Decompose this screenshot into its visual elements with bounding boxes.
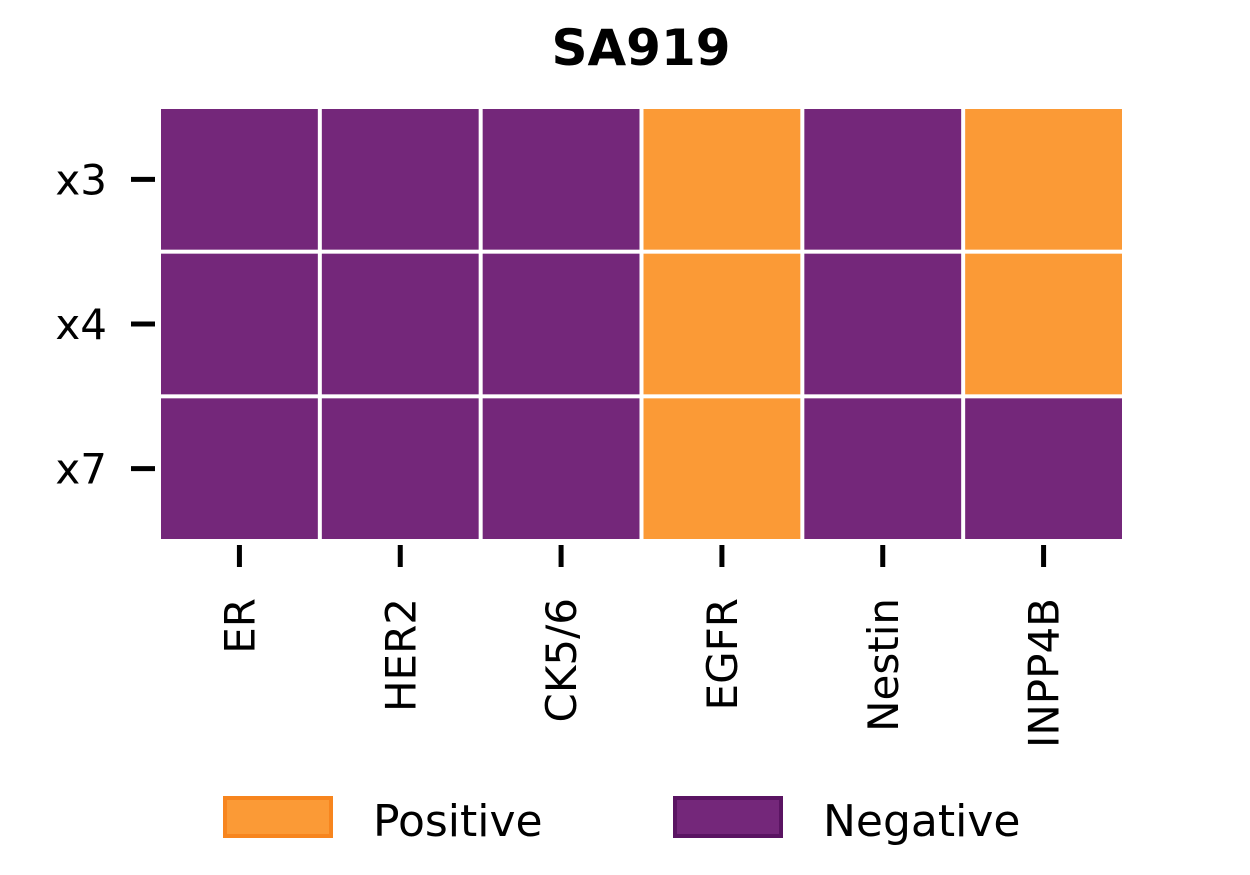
heatmap-cell-x4-ck5-6 — [482, 253, 640, 395]
column-tick-label: EGFR — [698, 598, 747, 710]
column-ticks: ER HER2 CK5/6 EGFR Nestin INPP4B — [215, 545, 1069, 748]
legend-label-positive: Positive — [373, 796, 543, 847]
heatmap-cell-x3-nestin — [804, 109, 962, 250]
column-tick-label: HER2 — [376, 598, 425, 712]
heatmap-cell-x4-her2 — [321, 253, 479, 395]
heatmap-cell-x3-ck5-6 — [482, 109, 640, 250]
heatmap-cell-x4-er — [161, 253, 318, 395]
column-tick-label: ER — [215, 598, 264, 654]
row-tick-label: x4 — [55, 300, 107, 349]
legend: Positive Negative — [223, 796, 1020, 847]
legend-swatch-negative — [673, 796, 783, 838]
heatmap-cell-x3-her2 — [321, 109, 479, 250]
heatmap-cell-x7-nestin — [804, 398, 962, 539]
heatmap-cell-x7-inpp4b — [965, 398, 1122, 539]
row-ticks: x3 x4 x7 — [55, 155, 155, 494]
row-tick-label: x7 — [55, 445, 107, 494]
heatmap-cell-x4-inpp4b — [965, 253, 1122, 395]
heatmap-cell-x7-her2 — [321, 398, 479, 539]
heatmap-cell-x3-egfr — [643, 109, 801, 250]
column-tick-label: CK5/6 — [537, 598, 586, 722]
heatmap-cell-x7-egfr — [643, 398, 801, 539]
heatmap-cells — [161, 109, 1122, 539]
column-tick-label: Nestin — [859, 598, 908, 732]
heatmap-cell-x7-er — [161, 398, 318, 539]
legend-swatch-positive — [223, 796, 333, 838]
column-tick-label: INPP4B — [1020, 598, 1069, 748]
heatmap-cell-x3-er — [161, 109, 318, 250]
heatmap-cell-x7-ck5-6 — [482, 398, 640, 539]
row-tick-label: x3 — [55, 155, 107, 204]
heatmap-cell-x4-egfr — [643, 253, 801, 395]
legend-label-negative: Negative — [823, 796, 1020, 847]
chart-title: SA919 — [551, 19, 730, 77]
heatmap-cell-x3-inpp4b — [965, 109, 1122, 250]
heatmap-cell-x4-nestin — [804, 253, 962, 395]
